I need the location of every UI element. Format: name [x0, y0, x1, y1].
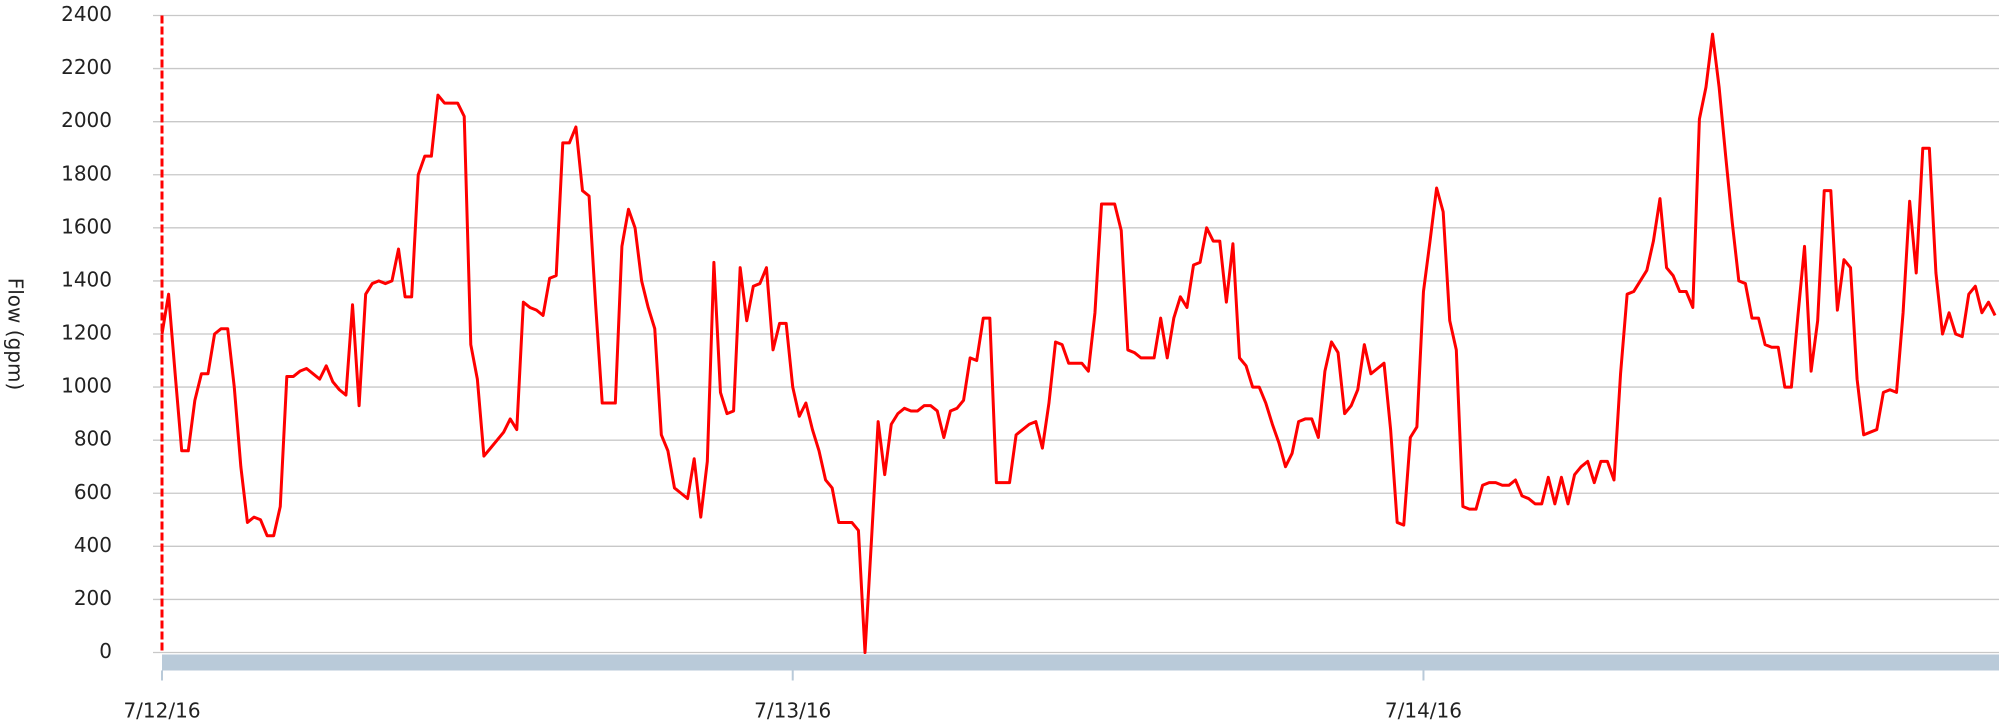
- y-tick-label: 1600: [61, 214, 112, 238]
- y-tick-label: 600: [74, 480, 112, 504]
- y-tick-label: 1800: [61, 161, 112, 185]
- y-tick-label: 0: [99, 639, 112, 663]
- x-tick-label: 7/12/16: [123, 699, 200, 723]
- y-tick-label: 400: [74, 533, 112, 557]
- y-tick-label: 1400: [61, 267, 112, 291]
- x-tick-label: 7/14/16: [1385, 699, 1462, 723]
- y-axis-title: Flow (gpm): [4, 278, 28, 391]
- y-tick-label: 2200: [61, 55, 112, 79]
- y-tick-label: 2000: [61, 108, 112, 132]
- y-tick-label: 1200: [61, 321, 112, 345]
- x-axis-band: [162, 654, 1999, 671]
- y-tick-label: 2400: [61, 2, 112, 26]
- x-tick-label: 7/13/16: [754, 699, 831, 723]
- y-tick-label: 1000: [61, 374, 112, 398]
- y-tick-label: 200: [74, 586, 112, 610]
- flow-line: [160, 32, 1997, 654]
- y-tick-label: 800: [74, 427, 112, 451]
